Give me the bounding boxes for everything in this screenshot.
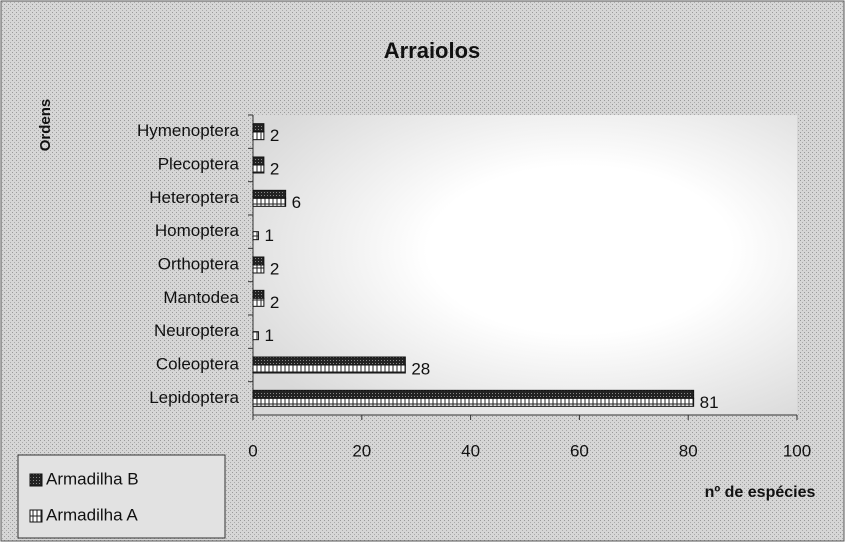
legend-swatch [29, 473, 43, 487]
x-tick-label: 40 [461, 441, 480, 460]
y-tick-label: Coleoptera [156, 354, 240, 373]
data-label: 2 [270, 159, 279, 178]
legend-label: Armadilha A [46, 505, 138, 524]
y-tick-label: Plecoptera [158, 154, 240, 173]
bar [252, 331, 259, 341]
x-axis-label: nº de espécies [705, 484, 816, 501]
legend-label: Armadilha B [46, 469, 139, 488]
bar [252, 231, 259, 241]
y-tick-label: Homoptera [155, 221, 240, 240]
bar [252, 123, 265, 133]
y-tick-label: Mantodea [163, 288, 239, 307]
y-tick-label: Lepidoptera [149, 388, 239, 407]
data-label: 28 [411, 359, 430, 378]
data-label: 81 [700, 393, 719, 412]
y-tick-label: Neuroptera [154, 321, 240, 340]
y-tick-label: Hymenoptera [137, 121, 240, 140]
bar [252, 364, 406, 374]
bar [252, 297, 265, 307]
data-label: 2 [270, 126, 279, 145]
bar [252, 289, 265, 299]
bar [252, 164, 265, 174]
x-tick-label: 80 [679, 441, 698, 460]
y-tick-label: Orthoptera [158, 254, 240, 273]
legend [17, 454, 226, 539]
bar [252, 256, 265, 266]
data-label: 1 [264, 226, 273, 245]
data-label: 6 [292, 193, 301, 212]
bar [252, 397, 695, 407]
chart-title: Arraiolos [384, 38, 481, 63]
x-tick-label: 20 [352, 441, 371, 460]
bar [252, 356, 406, 366]
y-tick-label: Heteroptera [149, 188, 239, 207]
bar [252, 156, 265, 166]
data-label: 1 [264, 326, 273, 345]
bar [252, 389, 695, 399]
bar [252, 264, 265, 274]
x-tick-label: 0 [248, 441, 257, 460]
x-tick-label: 60 [570, 441, 589, 460]
legend-swatch [29, 509, 43, 523]
y-axis-label: Ordens [37, 99, 54, 152]
bar [252, 197, 287, 207]
bar [252, 131, 265, 141]
data-label: 2 [270, 293, 279, 312]
x-tick-label: 100 [783, 441, 811, 460]
data-label: 2 [270, 259, 279, 278]
bar [252, 189, 287, 199]
